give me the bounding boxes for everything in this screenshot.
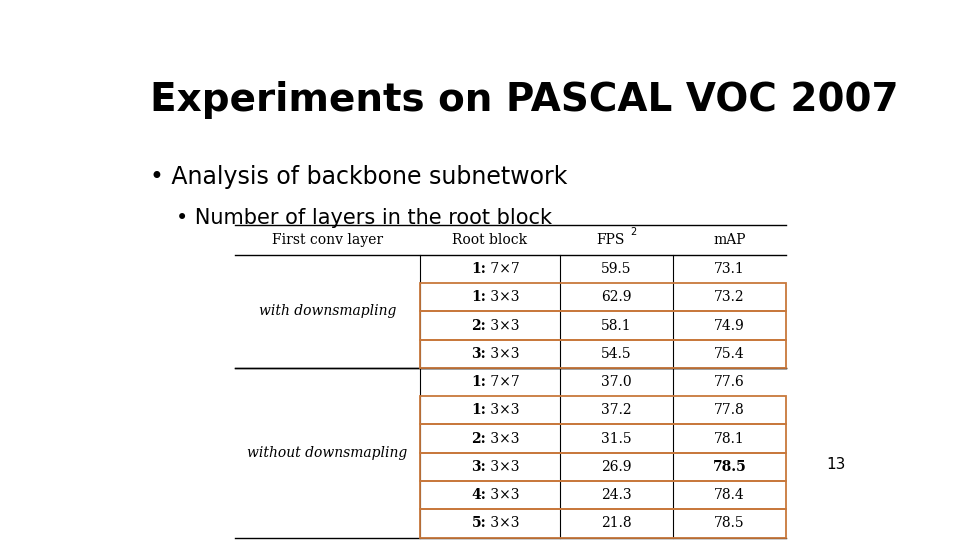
Text: 2:: 2: (471, 319, 486, 333)
Bar (420, 509, 786, 537)
Text: 3×3: 3×3 (486, 290, 519, 304)
Text: with downsmapling: with downsmapling (259, 305, 396, 319)
Text: 73.2: 73.2 (714, 290, 745, 304)
Text: 2: 2 (630, 227, 636, 238)
Text: 77.8: 77.8 (714, 403, 745, 417)
Text: 13: 13 (826, 457, 846, 472)
Bar (420, 453, 786, 481)
Text: 24.3: 24.3 (601, 488, 632, 502)
Bar (420, 396, 786, 424)
Text: 5:: 5: (471, 516, 486, 530)
Text: mAP: mAP (713, 233, 746, 247)
Text: • Number of layers in the root block: • Number of layers in the root block (176, 208, 552, 228)
Text: 3×3: 3×3 (486, 460, 519, 474)
Text: 37.2: 37.2 (601, 403, 632, 417)
Bar (420, 424, 786, 453)
Text: 3×3: 3×3 (486, 403, 519, 417)
Text: 3:: 3: (471, 347, 486, 361)
Text: 74.9: 74.9 (714, 319, 745, 333)
Text: 1:: 1: (471, 403, 486, 417)
Text: 1:: 1: (471, 375, 486, 389)
Text: 58.1: 58.1 (601, 319, 632, 333)
Text: 3×3: 3×3 (486, 347, 519, 361)
Bar (420, 312, 786, 340)
Text: 54.5: 54.5 (601, 347, 632, 361)
Text: 21.8: 21.8 (601, 516, 632, 530)
Text: 78.1: 78.1 (714, 431, 745, 446)
Text: 1:: 1: (471, 290, 486, 304)
Text: 3×3: 3×3 (486, 488, 519, 502)
Text: 3×3: 3×3 (486, 516, 519, 530)
Bar (420, 340, 786, 368)
Text: 7×7: 7×7 (486, 375, 520, 389)
Text: 75.4: 75.4 (714, 347, 745, 361)
Text: 31.5: 31.5 (601, 431, 632, 446)
Text: 3:: 3: (471, 460, 486, 474)
Text: 78.5: 78.5 (714, 516, 745, 530)
Text: without downsmapling: without downsmapling (248, 446, 408, 460)
Text: 73.1: 73.1 (714, 262, 745, 276)
Text: • Analysis of backbone subnetwork: • Analysis of backbone subnetwork (150, 165, 567, 188)
Text: 3×3: 3×3 (486, 431, 519, 446)
Text: 7×7: 7×7 (486, 262, 520, 276)
Text: 2:: 2: (471, 431, 486, 446)
Text: 59.5: 59.5 (601, 262, 632, 276)
Bar (420, 481, 786, 509)
Text: 4:: 4: (471, 488, 486, 502)
Text: 77.6: 77.6 (714, 375, 745, 389)
Text: First conv layer: First conv layer (272, 233, 383, 247)
Text: 37.0: 37.0 (601, 375, 632, 389)
Bar (420, 283, 786, 312)
Text: 78.5: 78.5 (712, 460, 746, 474)
Text: Root block: Root block (452, 233, 527, 247)
Text: 78.4: 78.4 (714, 488, 745, 502)
Text: 26.9: 26.9 (601, 460, 632, 474)
Text: Experiments on PASCAL VOC 2007: Experiments on PASCAL VOC 2007 (150, 82, 899, 119)
Text: 3×3: 3×3 (486, 319, 519, 333)
Text: FPS: FPS (596, 233, 625, 247)
Text: 1:: 1: (471, 262, 486, 276)
Text: 62.9: 62.9 (601, 290, 632, 304)
